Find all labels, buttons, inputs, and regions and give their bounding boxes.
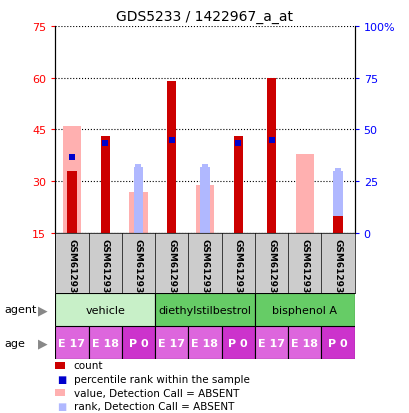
Bar	[333, 216, 342, 233]
Text: GSM612934: GSM612934	[167, 238, 176, 299]
Text: value, Detection Call = ABSENT: value, Detection Call = ABSENT	[74, 388, 238, 398]
Bar	[321, 326, 354, 359]
Bar	[295, 154, 313, 233]
Text: GSM612938: GSM612938	[299, 238, 308, 299]
Text: rank, Detection Call = ABSENT: rank, Detection Call = ABSENT	[74, 401, 234, 411]
Text: GSM612936: GSM612936	[233, 238, 242, 299]
Text: GSM612937: GSM612937	[266, 238, 275, 299]
Text: P 0: P 0	[128, 338, 148, 348]
Bar	[167, 82, 176, 233]
Text: ■: ■	[57, 374, 67, 384]
Bar	[333, 171, 342, 233]
Text: P 0: P 0	[328, 338, 347, 348]
Bar	[67, 171, 76, 233]
Text: E 17: E 17	[58, 338, 85, 348]
Bar	[121, 326, 155, 359]
Bar	[133, 168, 143, 233]
Bar	[200, 168, 209, 233]
Text: ▶: ▶	[38, 303, 47, 316]
Bar	[266, 78, 276, 233]
Text: count: count	[74, 361, 103, 370]
Text: percentile rank within the sample: percentile rank within the sample	[74, 374, 249, 384]
Bar	[55, 293, 155, 326]
Text: GSM612933: GSM612933	[134, 238, 143, 299]
Text: GSM612931: GSM612931	[67, 238, 76, 299]
Text: E 18: E 18	[191, 338, 218, 348]
Bar	[254, 326, 288, 359]
Bar	[100, 137, 110, 233]
Text: diethylstilbestrol: diethylstilbestrol	[158, 305, 251, 315]
Text: E 18: E 18	[92, 338, 119, 348]
Bar	[221, 326, 254, 359]
Bar	[196, 185, 213, 233]
Bar	[55, 326, 88, 359]
Bar	[129, 192, 147, 233]
Text: GSM612935: GSM612935	[200, 238, 209, 299]
Text: vehicle: vehicle	[85, 305, 125, 315]
Text: GSM612939: GSM612939	[333, 238, 342, 299]
Bar	[155, 326, 188, 359]
Text: P 0: P 0	[228, 338, 247, 348]
Bar	[155, 293, 254, 326]
Text: E 17: E 17	[257, 338, 284, 348]
Text: ▶: ▶	[38, 336, 47, 349]
Text: bisphenol A: bisphenol A	[272, 305, 337, 315]
Text: age: age	[4, 338, 25, 348]
Title: GDS5233 / 1422967_a_at: GDS5233 / 1422967_a_at	[116, 10, 293, 24]
Bar	[233, 137, 242, 233]
Bar	[188, 326, 221, 359]
Bar	[63, 127, 81, 233]
Bar	[88, 326, 121, 359]
Bar	[254, 293, 354, 326]
Text: E 18: E 18	[290, 338, 317, 348]
Text: E 17: E 17	[158, 338, 185, 348]
Text: ■: ■	[57, 401, 67, 411]
Text: GSM612932: GSM612932	[101, 238, 110, 299]
Text: agent: agent	[4, 305, 36, 315]
Bar	[288, 326, 321, 359]
